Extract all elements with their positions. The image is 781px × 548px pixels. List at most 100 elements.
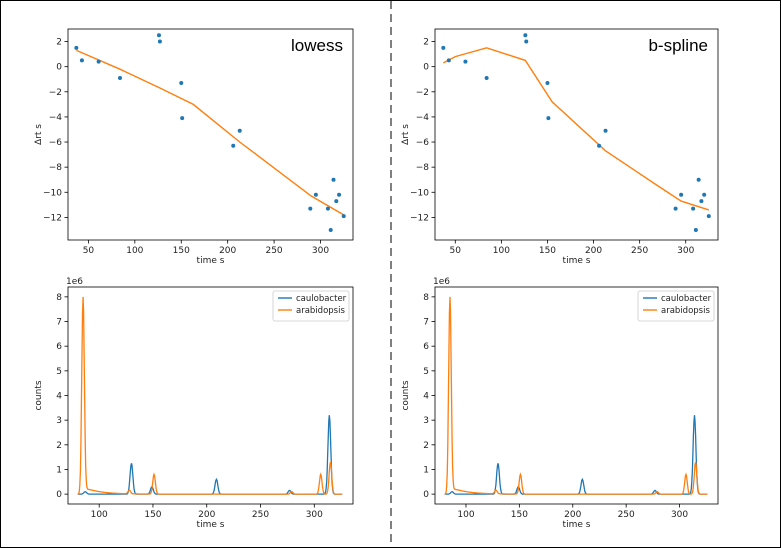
- data-point: [79, 58, 84, 63]
- x-tick-label: 150: [173, 246, 190, 256]
- y-tick-label: 7: [56, 318, 62, 328]
- data-point: [325, 206, 330, 211]
- data-point: [679, 192, 684, 197]
- y-tick-label: 6: [423, 342, 429, 352]
- x-tick-label: 200: [564, 510, 581, 520]
- data-point: [96, 59, 101, 64]
- y-tick-label: −4: [416, 113, 430, 123]
- data-point: [441, 45, 446, 50]
- data-point: [699, 199, 704, 204]
- x-axis-label: time s: [563, 256, 591, 266]
- y-tick-label: −10: [43, 188, 62, 198]
- y-tick-label: 0: [423, 63, 429, 73]
- y-tick-label: 0: [56, 63, 62, 73]
- y-tick-label: −6: [49, 138, 63, 148]
- data-point: [231, 143, 236, 148]
- y-axis-label: counts: [401, 380, 411, 410]
- data-point: [693, 227, 698, 232]
- data-point: [484, 75, 489, 80]
- data-point: [313, 192, 318, 197]
- y-offset-label: 1e6: [433, 277, 450, 287]
- data-point: [237, 128, 242, 133]
- y-tick-label: 0: [56, 490, 62, 500]
- method-annotation: lowess: [291, 36, 343, 55]
- y-tick-label: 8: [423, 293, 429, 303]
- y-tick-label: 5: [56, 367, 62, 377]
- fit-line: [76, 49, 345, 216]
- y-tick-label: −10: [410, 188, 429, 198]
- x-tick-label: 50: [450, 246, 462, 256]
- legend-label-caulobacter: caulobacter: [661, 294, 712, 304]
- data-point: [696, 177, 701, 182]
- y-tick-label: 2: [423, 38, 429, 48]
- y-axis-label: counts: [34, 380, 44, 410]
- data-point: [546, 116, 551, 121]
- y-tick-label: −2: [416, 88, 429, 98]
- y-tick-label: −8: [49, 163, 63, 173]
- data-point: [328, 227, 333, 232]
- x-tick-label: 150: [511, 510, 528, 520]
- x-tick-label: 100: [457, 510, 474, 520]
- data-point: [691, 206, 696, 211]
- method-annotation: b-spline: [648, 36, 708, 55]
- data-point: [179, 81, 184, 86]
- x-tick-label: 250: [252, 510, 269, 520]
- y-tick-label: 3: [423, 416, 429, 426]
- legend-label-caulobacter: caulobacter: [296, 294, 347, 304]
- y-axis-label: Δrt s: [34, 124, 44, 145]
- y-axis-label: Δrt s: [401, 124, 411, 145]
- data-point: [603, 128, 608, 133]
- data-point: [523, 33, 528, 38]
- chart-top-right: 50 100 150 200 250 300 2 0 −2 −4 −6 −8 −10 −12 time s Δ…: [401, 28, 719, 266]
- legend-label-arabidopsis: arabidopsis: [296, 306, 345, 316]
- data-point: [180, 116, 185, 121]
- y-tick-label: 0: [423, 490, 429, 500]
- x-tick-label: 200: [219, 246, 236, 256]
- fit-line: [442, 47, 710, 211]
- x-axis-label: time s: [197, 256, 225, 266]
- legend-label-arabidopsis: arabidopsis: [661, 306, 710, 316]
- y-tick-label: 4: [56, 392, 62, 402]
- y-tick-label: −4: [49, 113, 63, 123]
- y-tick-label: 2: [56, 441, 62, 451]
- data-point: [702, 192, 707, 197]
- x-tick-label: 250: [631, 246, 648, 256]
- x-tick-label: 150: [539, 246, 556, 256]
- data-point: [706, 214, 711, 219]
- x-tick-label: 300: [312, 246, 329, 256]
- data-point: [524, 39, 529, 44]
- series-arabidopsis: [444, 296, 708, 495]
- x-tick-label: 100: [493, 246, 510, 256]
- y-tick-label: 1: [423, 465, 429, 475]
- data-point: [673, 206, 678, 211]
- x-tick-label: 100: [91, 510, 108, 520]
- y-tick-label: −12: [43, 213, 62, 223]
- y-tick-label: 3: [56, 416, 62, 426]
- data-point: [331, 177, 336, 182]
- y-tick-label: 4: [423, 392, 429, 402]
- data-point: [157, 39, 162, 44]
- data-point: [308, 206, 313, 211]
- x-tick-label: 200: [585, 246, 602, 256]
- data-point: [337, 192, 342, 197]
- y-tick-label: −12: [410, 213, 429, 223]
- chart-bottom-right: 100 150 200 250 300 0 1 2 3 4 5 6 7 8 time s counts 1e6 c…: [401, 277, 719, 530]
- x-tick-label: 250: [265, 246, 282, 256]
- x-tick-label: 100: [126, 246, 143, 256]
- data-point: [446, 58, 451, 63]
- x-tick-label: 200: [198, 510, 215, 520]
- axes-frame: [434, 28, 719, 241]
- y-tick-label: 8: [56, 293, 62, 303]
- data-point: [117, 75, 122, 80]
- y-tick-label: −2: [49, 88, 62, 98]
- axes-frame: [67, 28, 354, 241]
- y-tick-label: 2: [56, 38, 62, 48]
- x-axis-label: time s: [563, 520, 591, 530]
- x-tick-label: 300: [677, 246, 694, 256]
- data-point: [334, 199, 339, 204]
- series-arabidopsis: [77, 296, 343, 495]
- x-axis-label: time s: [197, 520, 225, 530]
- y-tick-label: 5: [423, 367, 429, 377]
- data-point: [597, 143, 602, 148]
